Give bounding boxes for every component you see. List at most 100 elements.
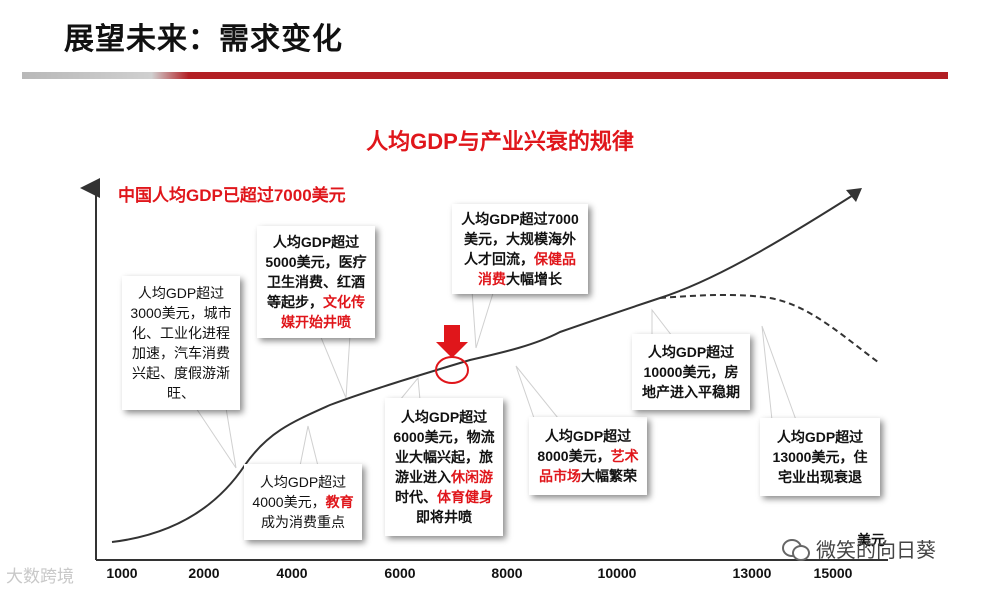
- callout-text: 业大幅兴起，旅: [395, 449, 493, 465]
- x-tick-2000: 2000: [188, 565, 220, 581]
- callout-highlight-text: 品市场: [539, 468, 581, 484]
- callout-line: 旺、: [126, 383, 236, 403]
- callout-pointer-8000: [515, 365, 560, 419]
- callout-line: 10000美元，房: [636, 362, 746, 382]
- callout-line: 时代、体育健身: [389, 487, 499, 507]
- callout-text: 人均GDP超过: [137, 285, 225, 301]
- callout-text: 即将井喷: [416, 509, 472, 525]
- callout-line: 宅业出现衰退: [764, 467, 876, 487]
- callout-box-4000: 人均GDP超过 4000美元，教育 成为消费重点: [244, 464, 362, 540]
- callout-line: 成为消费重点: [248, 512, 358, 532]
- watermark-right: 微笑的向日葵: [782, 534, 936, 563]
- x-tick-8000: 8000: [491, 565, 523, 581]
- callout-box-8000: 人均GDP超过 8000美元，艺术 品市场大幅繁荣: [529, 417, 647, 495]
- callout-box-6000: 人均GDP超过 6000美元，物流 业大幅兴起，旅 游业进入休闲游 时代、体育健身 即将井…: [385, 398, 503, 536]
- callout-line: 人均GDP超过: [764, 427, 876, 447]
- callout-line: 人均GDP超过7000: [456, 209, 584, 229]
- callout-text: 时代、: [395, 489, 437, 505]
- watermark-right-text: 微笑的向日葵: [816, 540, 936, 562]
- callout-line: 美元，大规模海外: [456, 229, 584, 249]
- callout-line: 品市场大幅繁荣: [533, 466, 643, 486]
- callout-line: 加速，汽车消费: [126, 343, 236, 363]
- callout-line: 卫生消费、红酒: [261, 272, 371, 292]
- callout-text: 兴起、度假游渐: [132, 365, 230, 381]
- x-unit-label: 美元: [857, 532, 885, 548]
- callout-box-13000: 人均GDP超过 13000美元，住 宅业出现衰退: [760, 418, 880, 496]
- callout-text: 人均GDP超过: [776, 429, 864, 445]
- x-tick-10000: 10000: [597, 565, 637, 581]
- callout-line: 游业进入休闲游: [389, 467, 499, 487]
- callout-text: 人均GDP超过: [259, 474, 347, 490]
- callout-text: 6000美元，物流: [393, 429, 495, 445]
- callout-line: 兴起、度假游渐: [126, 363, 236, 383]
- callout-line: 8000美元，艺术: [533, 446, 643, 466]
- callout-text: 人均GDP超过7000: [461, 211, 579, 227]
- callout-pointer-10000: [651, 308, 674, 337]
- callout-text: 化、工业化进程: [132, 325, 230, 341]
- callout-line: 4000美元，教育: [248, 492, 358, 512]
- callout-line: 人均GDP超过: [261, 232, 371, 252]
- x-tick-4000: 4000: [276, 565, 308, 581]
- callout-text: 人才回流，: [464, 251, 534, 267]
- callout-text: 人均GDP超过: [272, 234, 360, 250]
- callout-text: 游业进入: [395, 469, 451, 485]
- callout-line: 媒开始井喷: [261, 312, 371, 332]
- callout-line: 地产进入平稳期: [636, 382, 746, 402]
- callout-box-3000: 人均GDP超过 3000美元，城市 化、工业化进程 加速，汽车消费 兴起、度假游渐 旺、: [122, 276, 240, 410]
- callout-text: 加速，汽车消费: [132, 345, 230, 361]
- china-gdp-note: 中国人均GDP已超过7000美元: [118, 186, 346, 205]
- callout-box-10000: 人均GDP超过 10000美元，房 地产进入平稳期: [632, 334, 750, 410]
- callout-text: 大幅增长: [506, 271, 562, 287]
- callout-text: 人均GDP超过: [544, 428, 632, 444]
- x-tick-1000: 1000: [106, 565, 138, 581]
- callout-text: 大幅繁荣: [581, 468, 637, 484]
- callout-pointer-7000: [471, 289, 495, 349]
- callout-highlight-text: 媒开始井喷: [281, 314, 351, 330]
- callout-text: 等起步，: [267, 294, 323, 310]
- callout-highlight-text: 教育: [325, 494, 354, 510]
- x-tick-13000: 13000: [732, 565, 772, 581]
- callout-pointer-13000: [761, 325, 797, 421]
- callout-line: 人均GDP超过: [533, 426, 643, 446]
- callout-line: 人才回流，保健品: [456, 249, 584, 269]
- callout-line: 即将井喷: [389, 507, 499, 527]
- callout-line: 等起步，文化传: [261, 292, 371, 312]
- callout-highlight-text: 保健品: [534, 251, 576, 267]
- callout-text: 8000美元，: [537, 448, 611, 464]
- callout-line: 化、工业化进程: [126, 323, 236, 343]
- callout-line: 人均GDP超过: [126, 283, 236, 303]
- callout-highlight-text: 艺术: [610, 448, 639, 464]
- callout-box-5000: 人均GDP超过 5000美元，医疗 卫生消费、红酒 等起步，文化传 媒开始井喷: [257, 226, 375, 338]
- watermark-left: 大数跨境: [6, 567, 74, 586]
- growth-arrowhead-icon: [846, 188, 862, 202]
- callout-line: 人均GDP超过: [389, 407, 499, 427]
- callout-pointer-4000: [299, 425, 319, 467]
- callout-text: 3000美元，城市: [130, 305, 232, 321]
- wechat-icon: [782, 537, 810, 561]
- callout-highlight-text: 文化传: [323, 294, 365, 310]
- callout-line: 消费大幅增长: [456, 269, 584, 289]
- callout-line: 5000美元，医疗: [261, 252, 371, 272]
- callout-line: 业大幅兴起，旅: [389, 447, 499, 467]
- callout-line: 3000美元，城市: [126, 303, 236, 323]
- callout-highlight-text: 休闲游: [451, 469, 493, 485]
- callout-text: 5000美元，医疗: [265, 254, 367, 270]
- callout-pointer-5000: [319, 334, 351, 399]
- callout-text: 旺、: [167, 385, 195, 401]
- callout-text: 美元，大规模海外: [464, 231, 576, 247]
- callout-highlight-text: 消费: [478, 271, 506, 287]
- callout-text: 10000美元，房: [643, 364, 739, 380]
- callout-text: 4000美元，: [252, 494, 326, 510]
- callout-text: 卫生消费、红酒: [267, 274, 365, 290]
- callout-text: 宅业出现衰退: [778, 469, 862, 485]
- x-tick-15000: 15000: [813, 565, 853, 581]
- slide-title: 展望未来：需求变化: [64, 23, 343, 56]
- chart-title: 人均GDP与产业兴衰的规律: [366, 129, 634, 154]
- callout-text: 人均GDP超过: [400, 409, 488, 425]
- highlight-circle-icon: [435, 356, 469, 384]
- callout-highlight-text: 体育健身: [437, 489, 493, 505]
- callout-text: 人均GDP超过: [647, 344, 735, 360]
- callout-text: 地产进入平稳期: [642, 384, 740, 400]
- decline-dashed-curve: [659, 293, 879, 363]
